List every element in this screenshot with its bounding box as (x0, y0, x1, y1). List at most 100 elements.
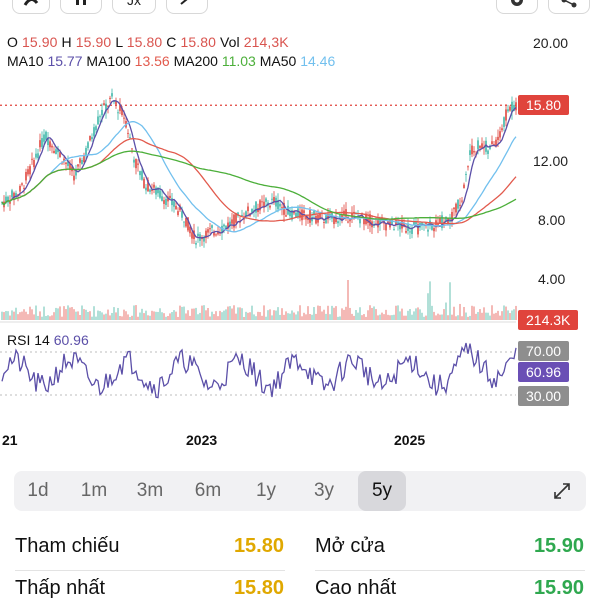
candle-body (489, 145, 491, 149)
volume-bar (43, 306, 45, 320)
volume-bar (439, 314, 441, 320)
x-tick-2023: 2023 (186, 432, 218, 448)
candle-body (69, 163, 71, 171)
candle-body (513, 104, 515, 111)
candle-body (451, 211, 453, 221)
volume-bar (375, 309, 377, 320)
volume-bar (67, 305, 69, 320)
candle-body (79, 158, 81, 163)
volume-bar (145, 310, 147, 320)
ma10-label: MA10 (7, 53, 44, 69)
candle-body (295, 212, 297, 218)
low-value: 15.80 (126, 34, 163, 50)
ma200-label: MA200 (173, 53, 218, 69)
volume-bar (227, 306, 229, 320)
candle-body (441, 215, 443, 228)
candle-body (417, 224, 419, 235)
period-3y[interactable]: 3y (313, 480, 335, 501)
candle-body (299, 211, 301, 218)
price-tick-8: 8.00 (538, 212, 566, 228)
volume-bar (475, 313, 477, 320)
fullscreen-button[interactable] (552, 481, 572, 506)
ma10-value: 15.77 (47, 53, 83, 69)
volume-bar (129, 316, 131, 320)
volume-bar (355, 310, 357, 320)
period-1m[interactable]: 1m (80, 480, 108, 501)
function-button[interactable]: Jx (112, 0, 156, 14)
candle-body (467, 166, 469, 168)
candle-body (15, 193, 17, 198)
candle-body (247, 206, 249, 212)
candle-body (175, 205, 177, 210)
volume-bar (133, 305, 135, 320)
volume-bar (477, 312, 479, 320)
period-1d[interactable]: 1d (27, 480, 49, 501)
candle-body (327, 214, 329, 220)
drawing-button[interactable] (166, 0, 208, 14)
volume-bar (449, 282, 451, 320)
period-5y[interactable]: 5y (358, 471, 406, 511)
candle-body (41, 138, 43, 147)
candlestick-type-button[interactable] (12, 0, 50, 14)
volume-bar (341, 308, 343, 320)
candle-body (435, 220, 437, 228)
volume-bar (425, 315, 427, 320)
chart-canvas[interactable] (0, 0, 600, 460)
volume-bar (483, 307, 485, 320)
period-1y[interactable]: 1y (255, 480, 277, 501)
volume-bar (175, 311, 177, 320)
candle-body (109, 97, 111, 99)
price-chart[interactable]: O 15.90 H 15.90 L 15.80 C 15.80 Vol 214,… (0, 0, 600, 460)
candle-body (113, 101, 115, 103)
volume-bar (263, 305, 265, 320)
period-6m[interactable]: 6m (194, 480, 222, 501)
candle-body (281, 207, 283, 209)
candle-body (351, 212, 353, 218)
period-3m[interactable]: 3m (136, 480, 164, 501)
volume-bar (233, 305, 235, 320)
volume-bar (3, 312, 5, 320)
volume-bar (125, 311, 127, 320)
candle-body (93, 127, 95, 137)
candle-body (157, 187, 159, 194)
volume-bar (21, 311, 23, 320)
candle-body (195, 243, 197, 245)
candle-body (425, 223, 427, 225)
volume-bar (199, 312, 201, 320)
indicator-bars-button[interactable] (60, 0, 102, 14)
volume-bar (283, 314, 285, 320)
candle-body (11, 190, 13, 198)
candle-body (453, 207, 455, 210)
volume-bar (259, 312, 261, 320)
volume-bar (151, 310, 153, 320)
volume-bar (309, 314, 311, 320)
volume-bar (271, 315, 273, 320)
volume-bar (303, 312, 305, 320)
volume-bar (267, 310, 269, 320)
volume-bar (41, 316, 43, 320)
volume-bar (333, 307, 335, 320)
volume-bar (231, 308, 233, 320)
candle-body (477, 140, 479, 150)
settings-button[interactable] (496, 0, 538, 14)
volume-bar (31, 309, 33, 320)
open-value: 15.90 (22, 34, 58, 50)
volume-bar (147, 315, 149, 320)
candle-body (437, 222, 439, 227)
volume-bar (331, 305, 333, 320)
volume-bar (287, 313, 289, 320)
volume-bar (29, 306, 31, 320)
candle-body (25, 172, 27, 181)
share-button[interactable] (548, 0, 590, 14)
volume-bar (109, 315, 111, 320)
function-label: Jx (127, 0, 141, 8)
divider (15, 570, 285, 571)
candle-body (401, 220, 403, 229)
candle-body (45, 131, 47, 140)
candlestick-series (1, 88, 517, 249)
volume-bar (423, 316, 425, 320)
high-price-value: 15.90 (533, 577, 584, 599)
volume-bar (65, 309, 67, 320)
gear-icon (508, 0, 526, 9)
volume-bar (171, 312, 173, 320)
